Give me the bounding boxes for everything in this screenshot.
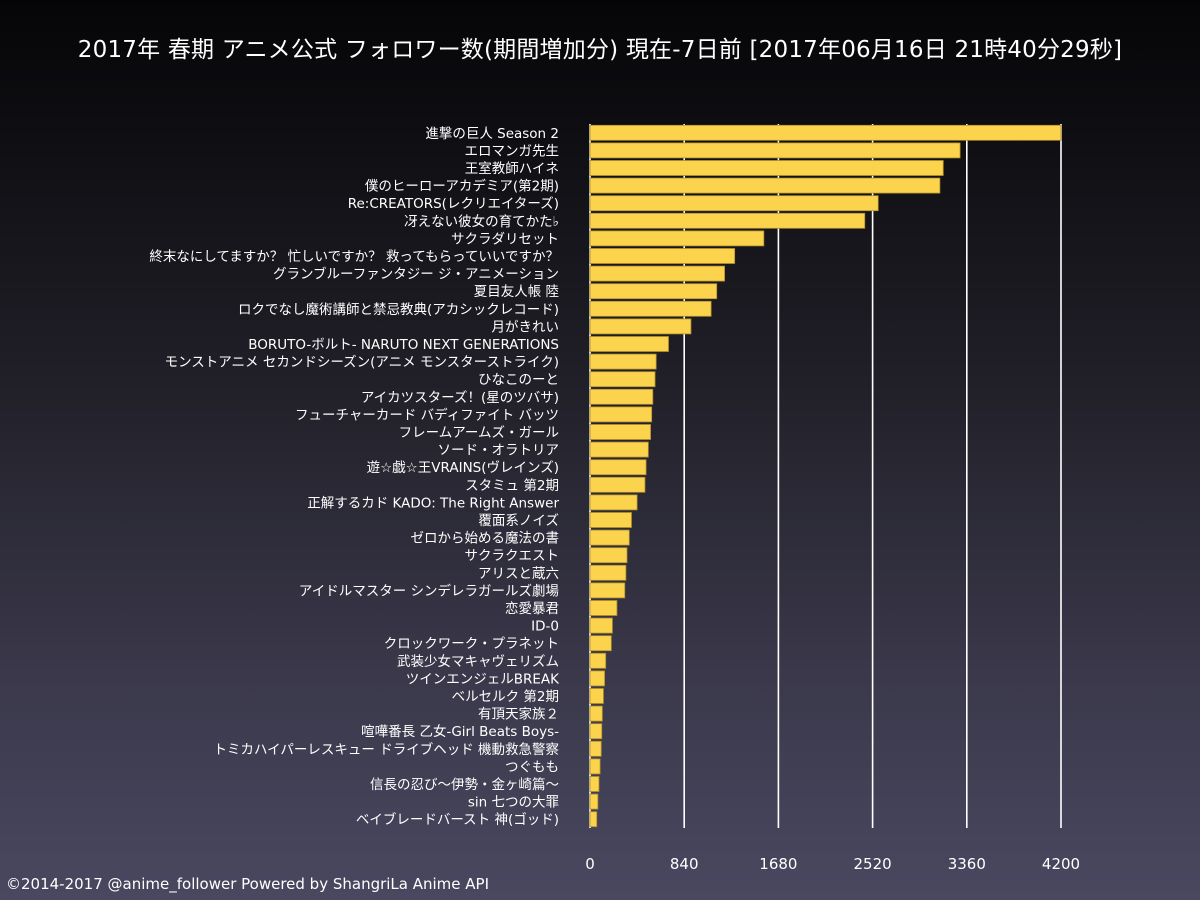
bar (589, 406, 653, 423)
bar (589, 283, 718, 300)
bar (589, 600, 618, 616)
bar (589, 582, 626, 599)
bar (589, 776, 600, 792)
category-label: フューチャーカード バディファイト バッツ (295, 406, 559, 423)
category-label: アリスと蔵六 (478, 566, 559, 582)
x-tick-labels: 0 840 1680 2520 3360 4200 (585, 855, 1080, 873)
category-label: 武装少女マキャヴェリズム (397, 653, 559, 670)
bar (589, 617, 613, 634)
category-labels: 進撃の巨人 Season 2エロマンガ先生王室教師ハイネ僕のヒーローアカデミア(… (149, 126, 560, 828)
bar (589, 160, 944, 176)
category-label: トミカハイパーレスキュー ドライブヘッド 機動救急警察 (213, 741, 559, 758)
category-label: 有頂天家族２ (478, 706, 559, 723)
category-label: スタミュ 第2期 (465, 477, 559, 494)
category-label: 遊☆戯☆王VRAINS(ヴレインズ) (367, 459, 559, 476)
bar (589, 195, 879, 212)
category-label: つぐもも (505, 759, 559, 775)
bar (589, 564, 627, 581)
bar (589, 353, 657, 370)
category-label: ソード・オラトリア (438, 443, 560, 459)
category-label: sin 七つの大罪 (468, 795, 559, 811)
bar (589, 388, 654, 405)
category-label: ツインエンジェルBREAK (406, 671, 560, 687)
category-label: エロマンガ先生 (465, 143, 560, 159)
category-label: ゼロから始める魔法の書 (411, 531, 560, 547)
bar (589, 476, 646, 493)
bar (589, 459, 647, 476)
category-label: ベルセルク 第2期 (452, 688, 559, 705)
category-label: BORUTO-ボルト- NARUTO NEXT GENERATIONS (248, 337, 559, 353)
bar (589, 705, 603, 722)
bar (589, 318, 692, 335)
bar (589, 441, 649, 458)
category-label: 正解するカド KADO: The Right Answer (307, 495, 559, 511)
grid-lines (589, 124, 1062, 828)
bar (589, 371, 656, 388)
category-label: 王室教師ハイネ (465, 160, 559, 177)
category-label: サクラダリセット (451, 231, 559, 247)
x-tick-label: 0 (585, 855, 595, 873)
category-label: Re:CREATORS(レクリエイターズ) (348, 196, 559, 212)
x-tick-label: 840 (670, 855, 699, 873)
bar (589, 512, 632, 528)
bar (589, 670, 605, 687)
bar (589, 740, 602, 757)
category-label: モンストアニメ セカンドシーズン(アニメ モンスターストライク) (165, 355, 559, 371)
bar (589, 723, 603, 740)
category-label: サクラクエスト (465, 548, 560, 564)
category-label: 夏目友人帳 陸 (474, 284, 559, 300)
bar (589, 758, 601, 775)
bar (589, 230, 765, 247)
bar (589, 336, 669, 352)
category-label: 恋愛暴君 (505, 600, 559, 617)
category-label: 終末なにしてますか？ 忙しいですか？ 救ってもらっていいですか？ (149, 249, 559, 265)
category-label: 信長の忍び～伊勢・金ヶ崎篇～ (370, 777, 559, 793)
category-label: 僕のヒーローアカデミア(第2期) (365, 178, 559, 195)
bar (589, 424, 651, 440)
bar (589, 265, 725, 282)
category-label: クロックワーク・プラネット (384, 636, 559, 652)
bar (589, 547, 628, 564)
footer-credit: ©2014-2017 @anime_follower Powered by Sh… (6, 875, 490, 893)
bar (589, 124, 1062, 141)
bar (589, 811, 598, 828)
category-label: 喧嘩番長 乙女-Girl Beats Boys- (361, 723, 559, 740)
category-label: ID-0 (531, 619, 559, 635)
category-label: ひなこのーと (478, 372, 559, 388)
bar (589, 652, 607, 669)
category-label: フレームアームズ・ガール (399, 425, 559, 441)
bar (589, 300, 712, 317)
category-label: ロクでなし魔術講師と禁忌教典(アカシックレコード) (238, 302, 559, 318)
bars (589, 124, 1062, 828)
x-tick-label: 4200 (1042, 855, 1080, 873)
category-label: 進撃の巨人 Season 2 (425, 126, 559, 142)
bar (589, 212, 866, 229)
bar (589, 793, 599, 810)
category-label: 覆面系ノイズ (478, 513, 559, 529)
bar (589, 635, 612, 652)
bar (589, 529, 630, 546)
category-label: アイカツスターズ！(星のツバサ) (361, 390, 559, 406)
bar (589, 177, 941, 194)
category-label: アイドルマスター シンデレラガールズ劇場 (299, 582, 559, 599)
category-label: グランブルーファンタジー ジ・アニメーション (273, 266, 559, 283)
category-label: 冴えない彼女の育てかた♭ (404, 213, 559, 230)
bar (589, 494, 638, 511)
bar (589, 248, 736, 264)
chart-title: 2017年 春期 アニメ公式 フォロワー数(期間増加分) 現在-7日前 [201… (77, 37, 1123, 63)
x-tick-label: 2520 (854, 855, 892, 873)
bar (589, 142, 961, 159)
category-label: ベイブレードバースト 神(ゴッド) (356, 811, 559, 828)
x-tick-label: 3360 (948, 855, 986, 873)
x-tick-label: 1680 (759, 855, 797, 873)
bar (589, 688, 604, 704)
category-label: 月がきれい (492, 319, 560, 335)
